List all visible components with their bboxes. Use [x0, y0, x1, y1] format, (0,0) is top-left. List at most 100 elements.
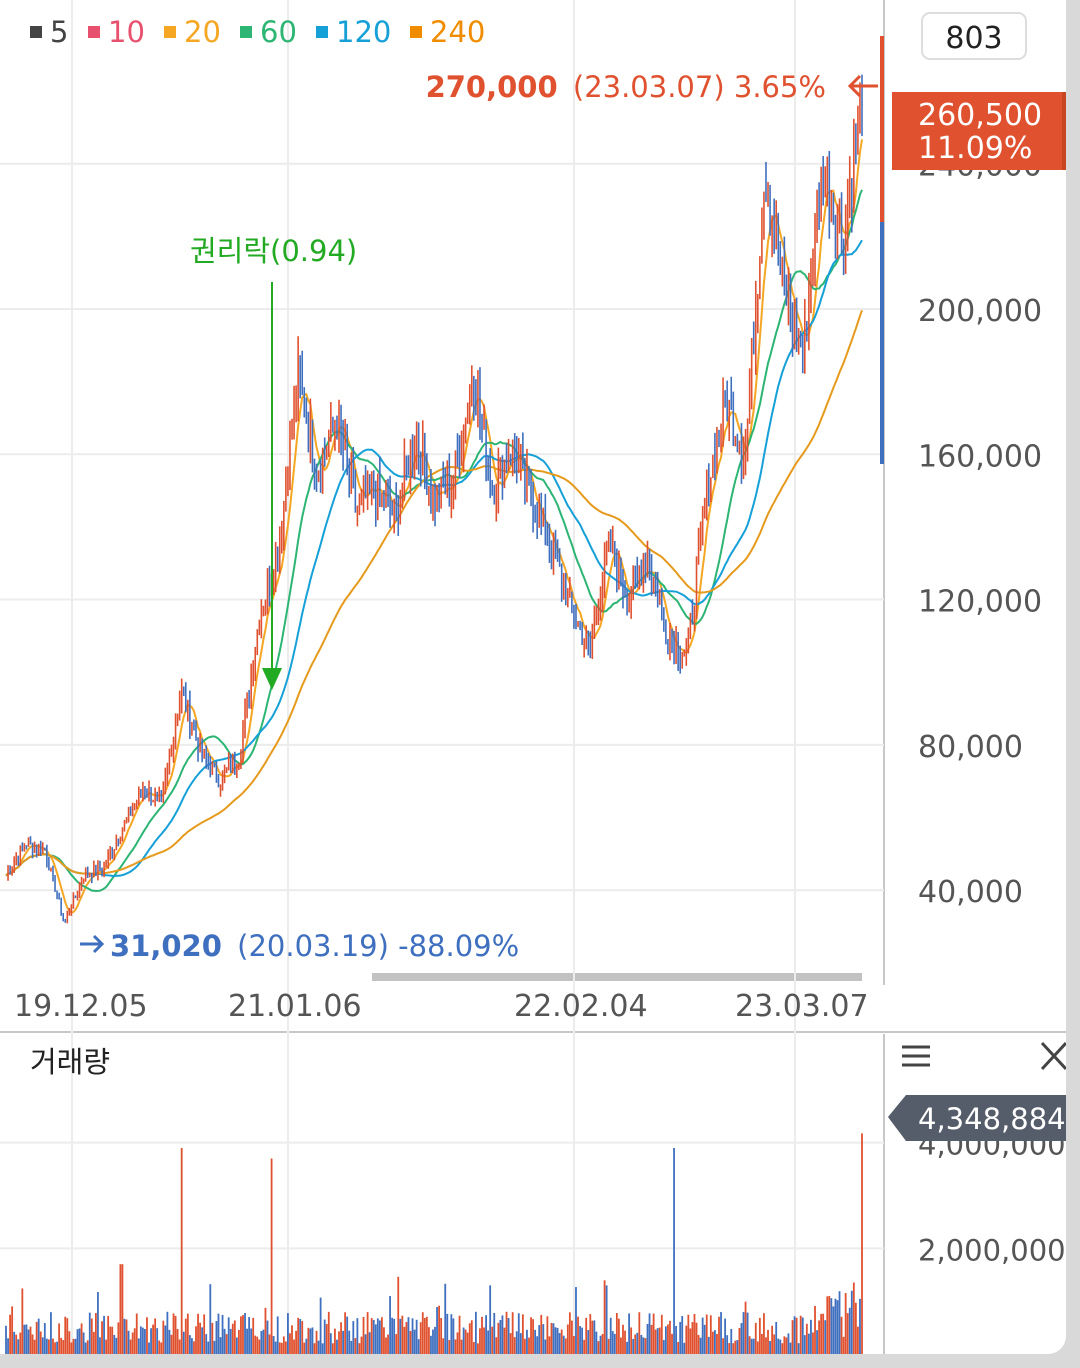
volume-bar [481, 1316, 483, 1354]
volume-bar [644, 1338, 647, 1354]
volume-bar [336, 1339, 338, 1354]
volume-bar [227, 1317, 230, 1354]
volume-bar [828, 1295, 831, 1354]
volume-bar [695, 1322, 698, 1354]
volume-bar [620, 1337, 622, 1354]
volume-bar [401, 1315, 404, 1354]
volume-bar [191, 1338, 193, 1354]
volume-bar [123, 1318, 126, 1354]
volume-bar [728, 1343, 731, 1354]
horizontal-scrollbar[interactable] [372, 973, 862, 981]
volume-bar [78, 1328, 81, 1354]
volume-bar [744, 1301, 747, 1354]
volume-bar [56, 1341, 58, 1354]
volume-bar [144, 1329, 146, 1354]
volume-bar [601, 1333, 604, 1354]
volume-bar [31, 1334, 34, 1354]
volume-bar [591, 1320, 594, 1354]
volume-bar [413, 1329, 416, 1354]
volume-bar [660, 1314, 663, 1354]
volume-bar [99, 1337, 101, 1354]
volume-bar [581, 1327, 584, 1354]
menu-icon[interactable] [902, 1045, 930, 1067]
volume-bar [209, 1284, 212, 1354]
volume-bar [605, 1285, 608, 1354]
volume-bar [54, 1342, 56, 1354]
volume-bar [562, 1335, 565, 1354]
volume-bar [497, 1322, 500, 1354]
volume-bar [25, 1324, 28, 1354]
volume-bar [524, 1338, 526, 1354]
volume-bar [139, 1326, 142, 1354]
volume-bar [199, 1322, 201, 1354]
date-tick-label: 23.03.07 [735, 989, 869, 1024]
volume-bar [325, 1324, 328, 1354]
volume-bar [534, 1329, 537, 1354]
volume-bar [121, 1264, 124, 1354]
volume-bar [577, 1316, 579, 1354]
volume-bar [671, 1333, 673, 1354]
volume-bar [270, 1158, 273, 1354]
volume-bar [773, 1334, 776, 1354]
low-arrow-icon [80, 934, 105, 954]
volume-bar [517, 1313, 520, 1354]
volume-bar [195, 1326, 197, 1354]
volume-bar [554, 1327, 557, 1354]
close-icon[interactable] [1040, 1041, 1066, 1071]
volume-bar [779, 1339, 782, 1354]
volume-bar [711, 1331, 714, 1354]
volume-bar [603, 1280, 606, 1354]
volume-bar [697, 1335, 700, 1354]
volume-bar [317, 1340, 320, 1354]
volume-bar [861, 1133, 863, 1354]
volume-bar [838, 1291, 841, 1354]
volume-bar [758, 1317, 761, 1354]
volume-bar [752, 1338, 755, 1354]
volume-bar [170, 1334, 173, 1354]
volume-bar [242, 1315, 244, 1354]
volume-bar [503, 1327, 506, 1354]
volume-bar [771, 1325, 774, 1354]
volume-bar [859, 1298, 861, 1354]
volume-bar [391, 1317, 394, 1354]
volume-bar [444, 1283, 447, 1354]
period-box[interactable] [921, 12, 1027, 60]
volume-bar [280, 1342, 283, 1354]
volume-bar [783, 1336, 786, 1354]
volume-bar [607, 1338, 610, 1354]
date-tick-label: 19.12.05 [14, 989, 148, 1024]
volume-bar [585, 1317, 588, 1354]
volume-bar [844, 1293, 847, 1354]
volume-bar [724, 1318, 727, 1354]
volume-bar [442, 1338, 445, 1354]
volume-bar [756, 1341, 759, 1354]
volume-bar [105, 1339, 108, 1354]
legend-label: 120 [336, 15, 391, 49]
volume-bar [39, 1331, 42, 1354]
volume-bar [393, 1318, 396, 1354]
price-chart[interactable]: 권리락(0.94) 270,000 (23.03.07) 3.65% 31,02… [0, 0, 1066, 1354]
current-volume-badge [888, 1095, 1066, 1141]
volume-bar [624, 1330, 626, 1354]
volume-bar [109, 1326, 112, 1354]
volume-bar [425, 1316, 428, 1354]
volume-bar [86, 1340, 89, 1354]
volume-bar [284, 1341, 287, 1354]
volume-bar [667, 1324, 669, 1354]
volume-bar [315, 1330, 318, 1354]
current-price-badge-edge [1062, 92, 1066, 170]
volume-bar [622, 1324, 624, 1354]
volume-bar [722, 1338, 724, 1354]
volume-bar [256, 1336, 259, 1354]
volume-bar [593, 1320, 596, 1354]
volume-bar [458, 1315, 461, 1354]
volume-bar [299, 1318, 302, 1354]
volume-bar [852, 1282, 855, 1354]
volume-bar [718, 1316, 720, 1354]
volume-bar [43, 1322, 46, 1354]
volume-bar [323, 1319, 326, 1354]
volume-bar [440, 1317, 443, 1354]
grid-lines [0, 0, 884, 1354]
